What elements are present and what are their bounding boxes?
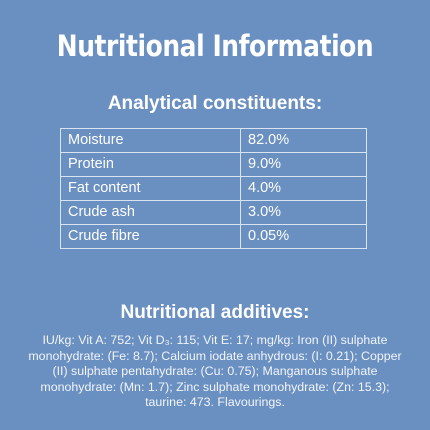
- analytical-constituents-table: Moisture 82.0% Protein 9.0% Fat content …: [60, 128, 367, 249]
- constituent-name: Protein: [60, 152, 241, 177]
- constituent-name: Moisture: [60, 128, 241, 153]
- table-row: Moisture 82.0%: [60, 128, 367, 153]
- table-row: Crude fibre 0.05%: [60, 224, 367, 249]
- nutritional-additives-heading: Nutritional additives:: [120, 302, 310, 323]
- page-title: Nutritional Information: [56, 29, 374, 63]
- constituent-value: 9.0%: [240, 152, 367, 177]
- constituent-value: 4.0%: [240, 176, 367, 201]
- constituent-value: 82.0%: [240, 128, 367, 153]
- nutritional-additives-text: IU/kg: Vit A: 752; Vit D₃: 115; Vit E: 1…: [28, 333, 402, 410]
- constituent-value: 0.05%: [240, 224, 367, 249]
- table-row: Crude ash 3.0%: [60, 200, 367, 225]
- constituent-name: Crude fibre: [60, 224, 241, 249]
- table-row: Protein 9.0%: [60, 152, 367, 177]
- constituent-value: 3.0%: [240, 200, 367, 225]
- constituent-name: Crude ash: [60, 200, 241, 225]
- analytical-constituents-heading: Analytical constituents:: [107, 93, 323, 114]
- constituent-name: Fat content: [60, 176, 241, 201]
- table-row: Fat content 4.0%: [60, 176, 367, 201]
